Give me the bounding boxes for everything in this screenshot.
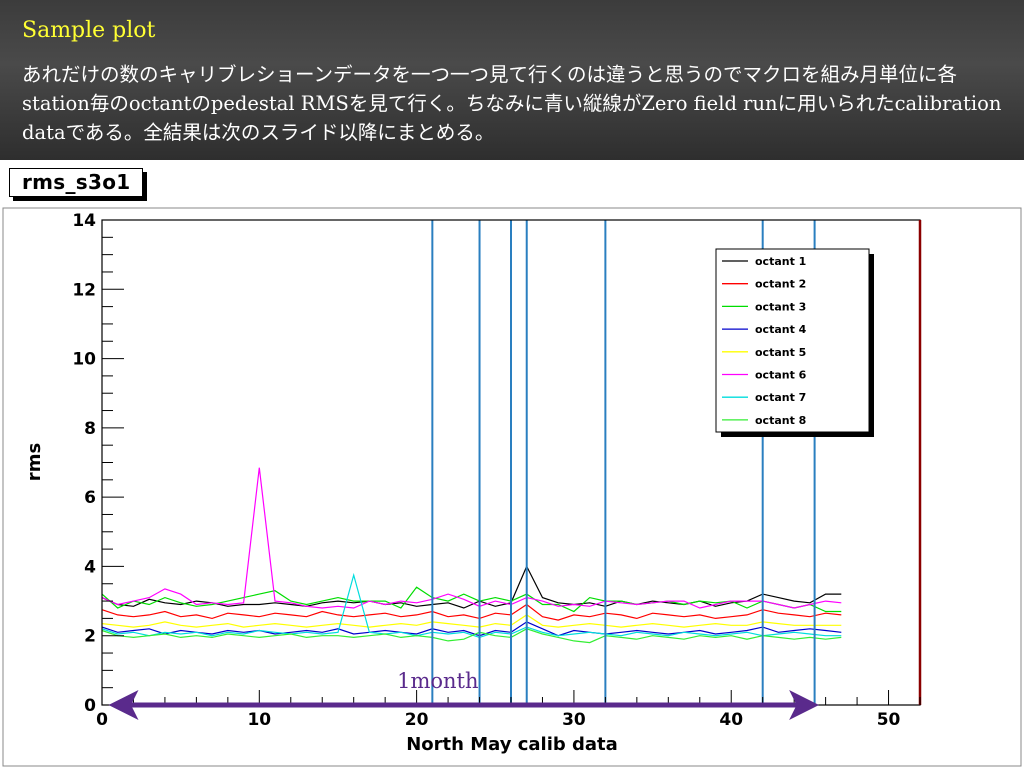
frame-border [2, 207, 1022, 767]
y-tick-label: 2 [84, 627, 96, 647]
x-tick-label: 30 [562, 710, 586, 730]
month-label: 1month [397, 669, 478, 693]
series-line-6 [101, 467, 842, 609]
x-tick-label: 20 [405, 710, 429, 730]
legend-label-7: octant 7 [755, 391, 806, 404]
x-tick-label: 10 [247, 710, 271, 730]
annotation-layer: 1month [108, 669, 820, 720]
legend-label-8: octant 8 [755, 414, 806, 427]
slide-description: あれだけの数のキャリブレショーンデータを一つ一つ見て行くのは違うと思うのでマクロ… [22, 63, 1002, 144]
y-tick-label: 4 [84, 557, 96, 577]
legend-label-1: octant 1 [755, 255, 806, 268]
plot-area [101, 220, 842, 705]
legend-label-2: octant 2 [755, 278, 806, 291]
y-tick-label: 8 [84, 419, 96, 439]
series-line-1 [101, 564, 842, 609]
plot-canvas: 0 2 4 6 8 10 12 14 0 10 20 30 40 50 North May calib d… [2, 207, 1022, 767]
series-line-5 [101, 614, 842, 628]
y-tick-label: 0 [84, 696, 96, 716]
legend: octant 1 octant 2 octant 3 octant 4 octant 5… [715, 248, 874, 437]
x-tick-label: 50 [877, 710, 901, 730]
y-tick-label: 10 [72, 350, 96, 370]
y-tick-label: 14 [72, 211, 96, 231]
legend-label-5: octant 5 [755, 346, 806, 359]
x-tick-label: 40 [719, 710, 743, 730]
axes: 0 2 4 6 8 10 12 14 0 10 20 30 40 50 [72, 211, 921, 730]
series-line-3 [101, 586, 842, 613]
legend-label-6: octant 6 [755, 369, 807, 382]
legend-label-3: octant 3 [755, 300, 806, 313]
slide-header: Sample plot あれだけの数のキャリブレショーンデータを一つ一つ見て行く… [0, 0, 1024, 160]
x-axis-title: North May calib data [406, 734, 618, 755]
histogram-name-box: rms_s3o1 [9, 168, 144, 197]
legend-entries: octant 1 octant 2 octant 3 octant 4 octant 5… [722, 255, 807, 427]
y-tick-label: 12 [72, 280, 96, 300]
y-axis-title: rms [24, 443, 45, 481]
legend-box [715, 248, 870, 433]
slide-title: Sample plot [22, 18, 156, 43]
series-line-8 [101, 628, 842, 644]
legend-label-4: octant 4 [755, 323, 807, 336]
series-line-2 [101, 603, 842, 621]
y-tick-label: 6 [84, 488, 96, 508]
x-tick-label: 0 [96, 710, 108, 730]
chart-frame: 0 2 4 6 8 10 12 14 0 10 20 30 40 50 North May calib d… [0, 160, 1024, 768]
series-line-4 [101, 621, 842, 637]
series-line-7 [101, 572, 842, 639]
